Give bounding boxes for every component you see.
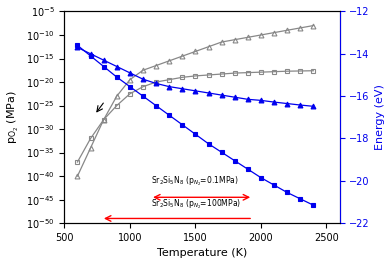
Y-axis label: p$_{\rm O_2}$ (MPa): p$_{\rm O_2}$ (MPa) xyxy=(5,90,21,144)
Y-axis label: Energy (eV): Energy (eV) xyxy=(375,84,386,150)
Text: Sr$_2$Si$_5$N$_8$ (p$_{N_2}$=100MPa): Sr$_2$Si$_5$N$_8$ (p$_{N_2}$=100MPa) xyxy=(151,198,242,211)
Text: Sr$_2$Si$_5$N$_8$ (p$_{N_2}$=0.1MPa): Sr$_2$Si$_5$N$_8$ (p$_{N_2}$=0.1MPa) xyxy=(151,174,239,188)
X-axis label: Temperature (K): Temperature (K) xyxy=(157,248,247,258)
